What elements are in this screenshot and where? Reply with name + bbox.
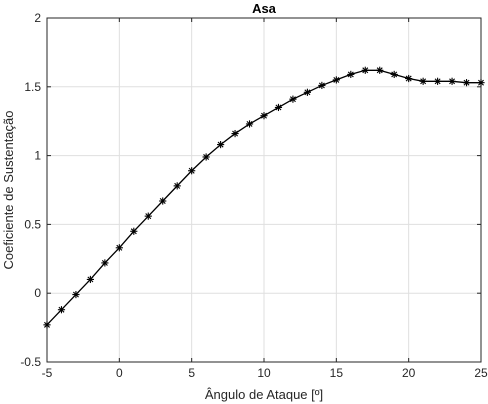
x-tick-label: 20: [402, 366, 416, 380]
marker-stroke: [44, 321, 50, 328]
marker-stroke: [449, 78, 456, 85]
data-point-marker: [115, 244, 123, 252]
data-point-marker: [260, 112, 268, 120]
x-tick-label: -5: [42, 366, 53, 380]
marker-stroke: [72, 291, 79, 298]
data-point-marker: [173, 182, 181, 190]
data-point-marker: [245, 120, 254, 128]
marker-stroke: [463, 79, 470, 86]
marker-stroke: [159, 198, 166, 204]
marker-stroke: [405, 75, 412, 82]
marker-stroke: [347, 71, 354, 78]
y-axis-title: Coeficiente de Sustentação: [1, 111, 16, 270]
x-tick-label: 0: [116, 366, 123, 380]
data-point-marker: [462, 79, 471, 87]
data-point-marker: [144, 212, 152, 220]
data-point-marker: [217, 140, 225, 149]
marker-stroke: [318, 82, 325, 89]
marker-stroke: [174, 182, 181, 189]
data-point-marker: [448, 77, 456, 85]
marker-stroke: [203, 153, 210, 160]
marker-stroke: [333, 76, 340, 83]
data-point-marker: [43, 321, 51, 329]
data-point-marker: [101, 259, 109, 267]
marker-stroke: [478, 79, 484, 86]
data-point-marker: [405, 74, 413, 83]
marker-stroke: [376, 67, 383, 74]
y-tick-label: 2: [34, 11, 41, 25]
data-point-marker: [202, 153, 210, 161]
data-point-marker: [477, 79, 485, 87]
ticks: -5 0 5 10 15 20 25 -0.5 0 0.5 1 1.5 2: [20, 11, 488, 380]
marker-stroke: [232, 130, 239, 137]
chart-title: Asa: [252, 1, 277, 16]
x-tick-label: 5: [188, 366, 195, 380]
marker-stroke: [362, 67, 369, 74]
x-axis-title: Ângulo de Ataque [º]: [205, 387, 323, 402]
data-point-marker: [274, 103, 283, 112]
marker-stroke: [130, 228, 137, 235]
marker-stroke: [101, 259, 108, 266]
marker-stroke: [261, 112, 267, 119]
marker-stroke: [246, 120, 253, 127]
data-point-marker: [419, 77, 427, 85]
data-point-marker: [289, 95, 297, 103]
y-tick-label: 1.5: [24, 80, 41, 94]
data-point-marker: [376, 66, 384, 74]
data-point-marker: [231, 129, 239, 138]
data-point-marker: [159, 197, 167, 205]
marker-stroke: [58, 306, 65, 313]
marker-stroke: [87, 276, 94, 283]
data-point-marker: [86, 275, 95, 284]
data-point-marker: [72, 290, 80, 299]
y-tick-label: 0: [34, 286, 41, 300]
y-tick-label: -0.5: [20, 355, 41, 369]
data-point-marker: [332, 76, 340, 84]
marker-stroke: [420, 78, 427, 85]
data-point-marker: [347, 70, 355, 79]
marker-stroke: [275, 104, 282, 111]
data-point-marker: [57, 306, 66, 314]
data-point-marker: [434, 77, 442, 85]
x-tick-label: 10: [257, 366, 271, 380]
data-point-marker: [361, 66, 369, 74]
data-point-marker: [303, 88, 311, 96]
data-point-marker: [130, 227, 138, 235]
data-point-marker: [318, 81, 326, 90]
marker-stroke: [145, 213, 152, 220]
marker-stroke: [217, 141, 224, 148]
series: [43, 66, 485, 329]
marker-stroke: [116, 244, 123, 251]
marker-stroke: [304, 89, 311, 96]
data-point-marker: [188, 167, 196, 175]
marker-stroke: [391, 71, 398, 78]
marker-stroke: [188, 167, 195, 174]
y-tick-label: 1: [34, 149, 41, 163]
x-tick-label: 25: [474, 366, 488, 380]
y-tick-label: 0.5: [24, 217, 41, 231]
data-point-marker: [390, 70, 398, 79]
marker-stroke: [434, 78, 441, 85]
x-tick-label: 15: [330, 366, 344, 380]
marker-stroke: [289, 96, 296, 103]
